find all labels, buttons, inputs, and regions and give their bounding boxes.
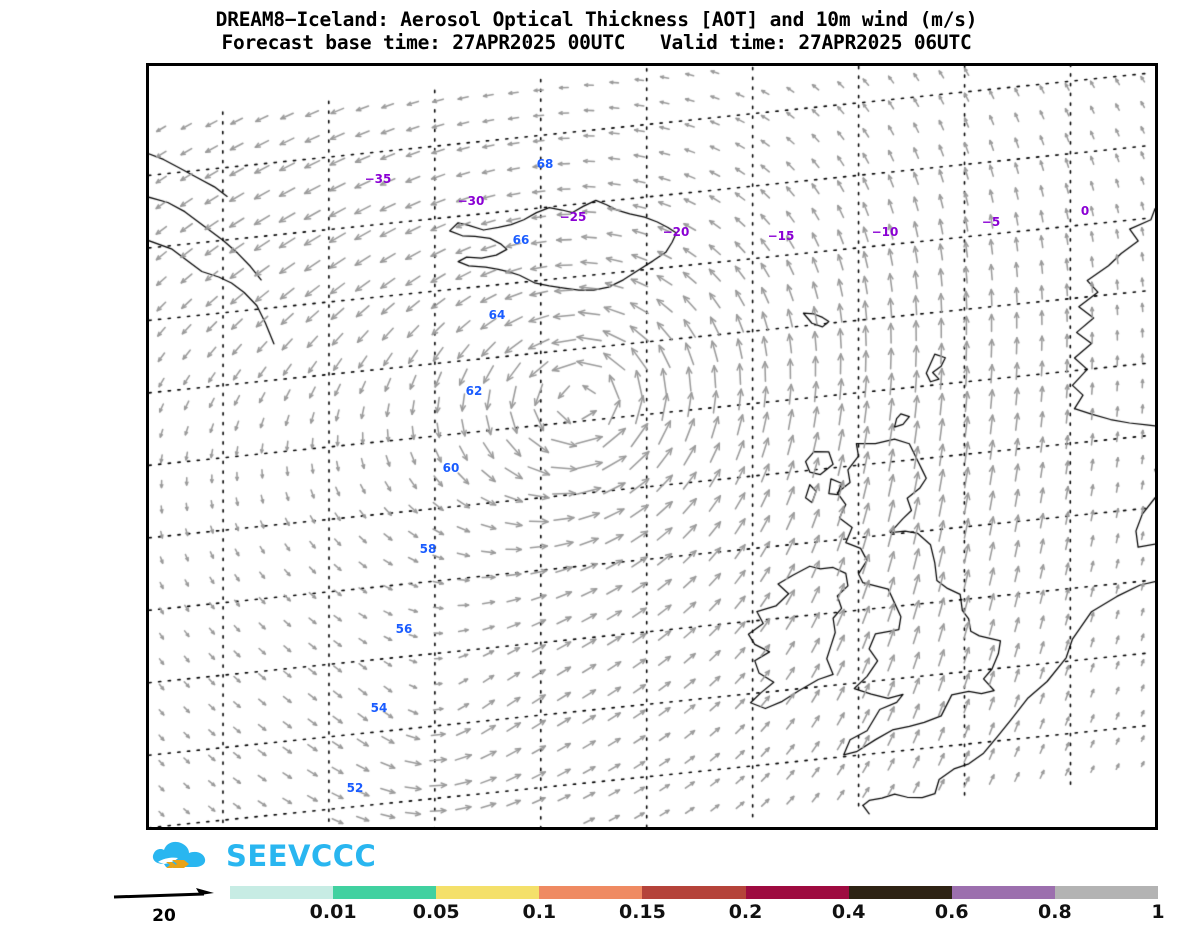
colorbar-segment-5	[745, 886, 849, 899]
map-canvas[interactable]	[149, 66, 1155, 827]
colorbar-segment-6	[848, 886, 952, 899]
colorbar-segment-8	[1054, 886, 1158, 899]
latitude-label-54: 54	[370, 701, 388, 715]
longitude-label-minus10: −10	[871, 225, 899, 239]
longitude-label-minus35: −35	[364, 172, 392, 186]
longitude-label-minus20: −20	[662, 225, 690, 239]
latitude-label-66: 66	[512, 233, 530, 247]
latitude-label-56: 56	[395, 622, 413, 636]
longitude-label-minus25: −25	[559, 210, 587, 224]
latitude-label-60: 60	[442, 461, 460, 475]
colorbar-segment-2	[436, 886, 540, 899]
colorbar-segment-1	[333, 886, 437, 899]
latitude-label-62: 62	[465, 384, 483, 398]
seevccc-logo: SEEVCCC	[148, 836, 376, 876]
map-panel[interactable]: 68666462605856545250−35−30−25−20−15−10−5…	[146, 63, 1158, 830]
colorbar-tick-1: 1	[1151, 901, 1165, 923]
colorbar-segment-3	[539, 886, 643, 899]
colorbar-segment-0	[230, 886, 334, 899]
longitude-label-minus30: −30	[457, 194, 485, 208]
colorbar-tick-0.6: 0.6	[934, 901, 969, 923]
wind-vector-arrow-icon	[113, 888, 214, 899]
longitude-label-minus15: −15	[767, 229, 795, 243]
colorbar-tick-labels: 0.01 0.05 0.1 0.15 0.2 0.4 0.6 0.8 1	[230, 901, 1165, 927]
latitude-label-68: 68	[536, 157, 554, 171]
colorbar-tick-0.1: 0.1	[522, 901, 557, 923]
latitude-label-52: 52	[346, 781, 364, 795]
title-line-2: Forecast base time: 27APR2025 00UTC Vali…	[221, 31, 972, 54]
latitude-label-64: 64	[488, 308, 506, 322]
colorbar-tick-0.01: 0.01	[309, 901, 357, 923]
title-line-1: DREAM8−Iceland: Aerosol Optical Thicknes…	[215, 8, 978, 31]
colorbar-tick-0.8: 0.8	[1038, 901, 1072, 923]
chart-title-block: DREAM8−Iceland: Aerosol Optical Thicknes…	[0, 8, 1193, 54]
colorbar-tick-0.15: 0.15	[618, 901, 666, 923]
cloud-arrow-icon	[148, 838, 220, 874]
latitude-label-58: 58	[419, 542, 437, 556]
colorbar-segment-7	[951, 886, 1055, 899]
colorbar-tick-0.4: 0.4	[831, 901, 866, 923]
longitude-label-0: 0	[1080, 204, 1090, 218]
longitude-label-minus5: −5	[981, 215, 1001, 229]
colorbar-strip	[230, 886, 1158, 899]
seevccc-logo-text: SEEVCCC	[226, 838, 377, 873]
colorbar-tick-0.05: 0.05	[412, 901, 460, 923]
colorbar-segment-4	[642, 886, 746, 899]
aot-colorbar[interactable]: 0.01 0.05 0.1 0.15 0.2 0.4 0.6 0.8 1	[230, 886, 1165, 927]
colorbar-tick-0.2: 0.2	[728, 901, 763, 923]
wind-reference-value: 20	[152, 906, 176, 926]
wind-reference-vector: 20	[110, 888, 220, 928]
